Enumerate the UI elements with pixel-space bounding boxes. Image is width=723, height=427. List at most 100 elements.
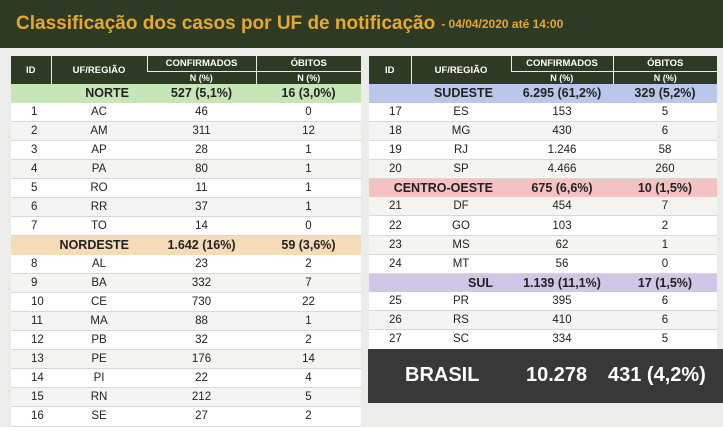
region-confirmados: 1.642 (16%)	[147, 235, 256, 255]
row-obitos: 4	[256, 368, 361, 389]
row-id: 27	[369, 329, 411, 350]
row-uf: AC	[51, 102, 147, 122]
table-row: 4 PA 80 1	[11, 159, 361, 179]
row-uf: MS	[411, 235, 511, 255]
col-subheader-n-pct: N (%)	[255, 71, 361, 84]
row-confirmados: 56	[511, 254, 613, 274]
region-confirmados: 675 (6,6%)	[511, 178, 613, 198]
brasil-total-banner: BRASIL 10.278 431 (4,2%)	[368, 349, 723, 403]
row-obitos: 6	[613, 310, 717, 331]
col-header-obitos: ÓBITOS	[255, 56, 361, 72]
row-confirmados: 27	[147, 406, 256, 427]
row-obitos: 58	[613, 140, 717, 160]
table-row: 19 RJ 1.246 58	[369, 140, 717, 160]
row-id: 10	[11, 292, 51, 312]
brasil-confirmados: 10.278	[526, 364, 588, 386]
row-confirmados: 334	[511, 329, 613, 350]
table-row: 25 PR 395 6	[369, 292, 717, 312]
row-uf: PI	[51, 368, 147, 389]
row-obitos: 1	[613, 235, 717, 255]
row-uf: SE	[51, 406, 147, 427]
row-obitos: 2	[256, 330, 361, 351]
row-confirmados: 88	[147, 311, 256, 332]
row-uf: RR	[51, 197, 147, 218]
row-uf: AP	[51, 140, 147, 160]
row-id: 13	[11, 349, 51, 370]
row-id: 23	[369, 235, 411, 255]
region-obitos: 59 (3,6%)	[256, 235, 361, 255]
row-confirmados: 730	[147, 292, 256, 312]
region-name: SUDESTE	[369, 84, 511, 103]
row-id: 18	[369, 121, 411, 141]
col-header-uf-regiao: UF/REGIÃO	[50, 56, 147, 84]
row-uf: SP	[411, 159, 511, 179]
row-confirmados: 37	[147, 197, 256, 218]
region-name: CENTRO-OESTE	[369, 178, 511, 198]
row-uf: GO	[411, 215, 511, 236]
row-id: 17	[369, 102, 411, 122]
row-uf: ES	[411, 102, 511, 122]
col-header-obitos: ÓBITOS	[612, 56, 717, 72]
row-confirmados: 46	[147, 102, 256, 122]
row-confirmados: 176	[147, 349, 256, 370]
row-confirmados: 410	[511, 310, 613, 331]
row-obitos: 0	[256, 216, 361, 237]
region-obitos: 16 (3,0%)	[256, 84, 361, 103]
row-uf: TO	[51, 216, 147, 237]
row-confirmados: 11	[147, 178, 256, 198]
table-row: 2 AM 311 12	[11, 121, 361, 141]
row-id: 21	[369, 197, 411, 217]
col-subheader-n-pct: N (%)	[612, 71, 717, 84]
row-uf: RN	[51, 387, 147, 408]
row-obitos: 260	[613, 159, 717, 179]
row-uf: PE	[51, 349, 147, 370]
row-obitos: 1	[256, 159, 361, 179]
col-subheader-n-pct: N (%)	[147, 71, 256, 84]
row-id: 15	[11, 387, 51, 408]
region-row: NORTE 527 (5,1%) 16 (3,0%)	[11, 84, 361, 103]
table-row: 18 MG 430 6	[369, 121, 717, 141]
row-obitos: 0	[613, 254, 717, 274]
row-obitos: 5	[256, 387, 361, 408]
table-row: 20 SP 4.466 260	[369, 159, 717, 179]
row-confirmados: 332	[147, 273, 256, 293]
row-id: 19	[369, 140, 411, 160]
row-confirmados: 62	[511, 235, 613, 255]
row-obitos: 6	[613, 121, 717, 141]
region-name: SUL	[369, 273, 511, 293]
page-subtitle: - 04/04/2020 até 14:00	[441, 17, 564, 31]
row-confirmados: 80	[147, 159, 256, 179]
row-obitos: 1	[256, 178, 361, 198]
table-row: 15 RN 212 5	[11, 387, 361, 408]
row-obitos: 7	[613, 197, 717, 217]
row-obitos: 2	[613, 215, 717, 236]
table-row: 17 ES 153 5	[369, 102, 717, 122]
row-confirmados: 103	[511, 215, 613, 236]
row-confirmados: 23	[147, 254, 256, 274]
row-uf: RS	[411, 310, 511, 331]
row-obitos: 12	[256, 121, 361, 141]
row-obitos: 7	[256, 273, 361, 293]
row-obitos: 14	[256, 349, 361, 370]
table-row: 8 AL 23 2	[11, 254, 361, 274]
table-row: 9 BA 332 7	[11, 273, 361, 293]
row-id: 24	[369, 254, 411, 274]
brasil-obitos: 431 (4,2%)	[608, 364, 706, 386]
region-name: NORDESTE	[11, 235, 147, 255]
row-obitos: 5	[613, 329, 717, 350]
row-confirmados: 28	[147, 140, 256, 160]
col-header-id: ID	[369, 56, 411, 84]
row-confirmados: 395	[511, 292, 613, 312]
region-row: NORDESTE 1.642 (16%) 59 (3,6%)	[11, 235, 361, 255]
col-header-uf-regiao: UF/REGIÃO	[410, 56, 511, 84]
col-subheader-n-pct: N (%)	[511, 71, 613, 84]
row-id: 9	[11, 273, 51, 293]
row-uf: PR	[411, 292, 511, 312]
row-uf: PA	[51, 159, 147, 179]
table-row: 6 RR 37 1	[11, 197, 361, 218]
region-row: SUL 1.139 (11,1%) 17 (1,5%)	[369, 273, 717, 293]
region-confirmados: 6.295 (61,2%)	[511, 84, 613, 103]
row-id: 16	[11, 406, 51, 427]
row-id: 26	[369, 310, 411, 331]
col-header-confirmados: CONFIRMADOS	[510, 56, 613, 72]
